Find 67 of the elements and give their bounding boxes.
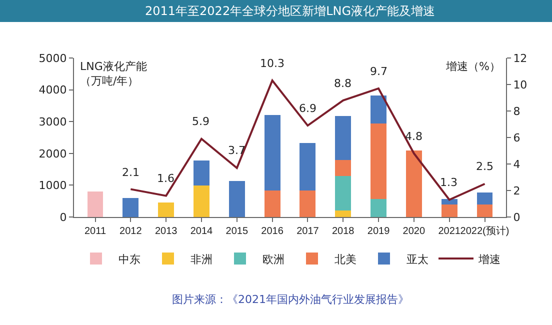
data-label: 6.9 <box>299 102 316 115</box>
y2-tick-label: 0 <box>513 210 520 224</box>
y2-tick-label: 10 <box>513 78 528 92</box>
x-tick-label: 2022(预计) <box>460 225 510 237</box>
bar <box>441 198 458 205</box>
chart-title: 2011年至2022年全球分地区新增LNG液化产能及增速 <box>145 4 436 18</box>
x-tick-label: 2014 <box>190 226 214 237</box>
bar <box>335 210 352 217</box>
y2-tick-label: 8 <box>513 104 520 118</box>
data-label: 2.1 <box>122 166 140 179</box>
bar <box>194 160 210 186</box>
bar <box>335 160 352 176</box>
x-tick-label: 2013 <box>154 226 178 237</box>
data-label: 2.5 <box>476 160 494 173</box>
bar <box>476 192 493 205</box>
bar <box>300 143 316 190</box>
x-tick-label: 2012 <box>120 226 142 237</box>
x-tick-label: 2017 <box>296 226 320 237</box>
y2-axis-title: 增速（%） <box>445 60 500 73</box>
x-tick-label: 2016 <box>261 226 284 237</box>
legend-label: 非洲 <box>190 252 212 266</box>
y2-tick-label: 12 <box>513 52 528 65</box>
y-tick-label: 0 <box>60 210 67 224</box>
x-tick-label: 2015 <box>226 226 248 237</box>
bar <box>158 202 174 217</box>
bar <box>335 176 352 210</box>
legend-label: 亚太 <box>406 252 428 266</box>
y2-tick-label: 6 <box>513 131 520 144</box>
bar <box>335 116 352 160</box>
data-label: 9.7 <box>370 65 388 78</box>
data-label: 4.8 <box>405 130 422 143</box>
y-tick-label: 5000 <box>38 52 67 65</box>
bar <box>370 199 386 217</box>
data-label: 8.8 <box>334 77 352 90</box>
bar <box>441 204 458 217</box>
bar <box>370 124 386 200</box>
bar <box>122 198 139 217</box>
y-tick-label: 1000 <box>38 179 67 192</box>
legend-label: 增速 <box>478 252 500 266</box>
data-label: 1.3 <box>440 176 458 189</box>
y-tick-label: 4000 <box>38 84 67 97</box>
legend-label: 中东 <box>118 252 140 266</box>
bar <box>228 181 245 217</box>
bar <box>194 186 210 217</box>
text: 图片来源：《2021年国内外油气行业发展报告》 <box>172 293 409 306</box>
y-tick-label: 3000 <box>38 115 67 128</box>
bar <box>264 190 280 217</box>
bar <box>370 96 386 124</box>
bar <box>264 114 280 190</box>
y2-tick-label: 4 <box>513 158 520 171</box>
legend-label: 北美 <box>334 252 356 266</box>
bar <box>300 190 316 217</box>
x-tick-label: 2020 <box>402 226 426 237</box>
data-label: 5.9 <box>192 115 210 128</box>
x-tick-label: 2021 <box>438 226 461 237</box>
data-label: 10.3 <box>260 57 284 70</box>
x-tick-label: 2018 <box>332 226 355 237</box>
y2-tick-label: 2 <box>513 184 520 198</box>
y-tick-label: 2000 <box>38 147 67 160</box>
bar <box>476 204 493 217</box>
data-label: 1.6 <box>157 172 174 185</box>
x-tick-label: 2011 <box>84 226 106 237</box>
y-axis-title: LNG液化产能（万吨/年） <box>80 60 147 88</box>
x-tick-label: 2019 <box>367 226 390 237</box>
legend-label: 欧洲 <box>262 252 284 266</box>
bar <box>406 150 422 217</box>
bar <box>87 192 104 217</box>
